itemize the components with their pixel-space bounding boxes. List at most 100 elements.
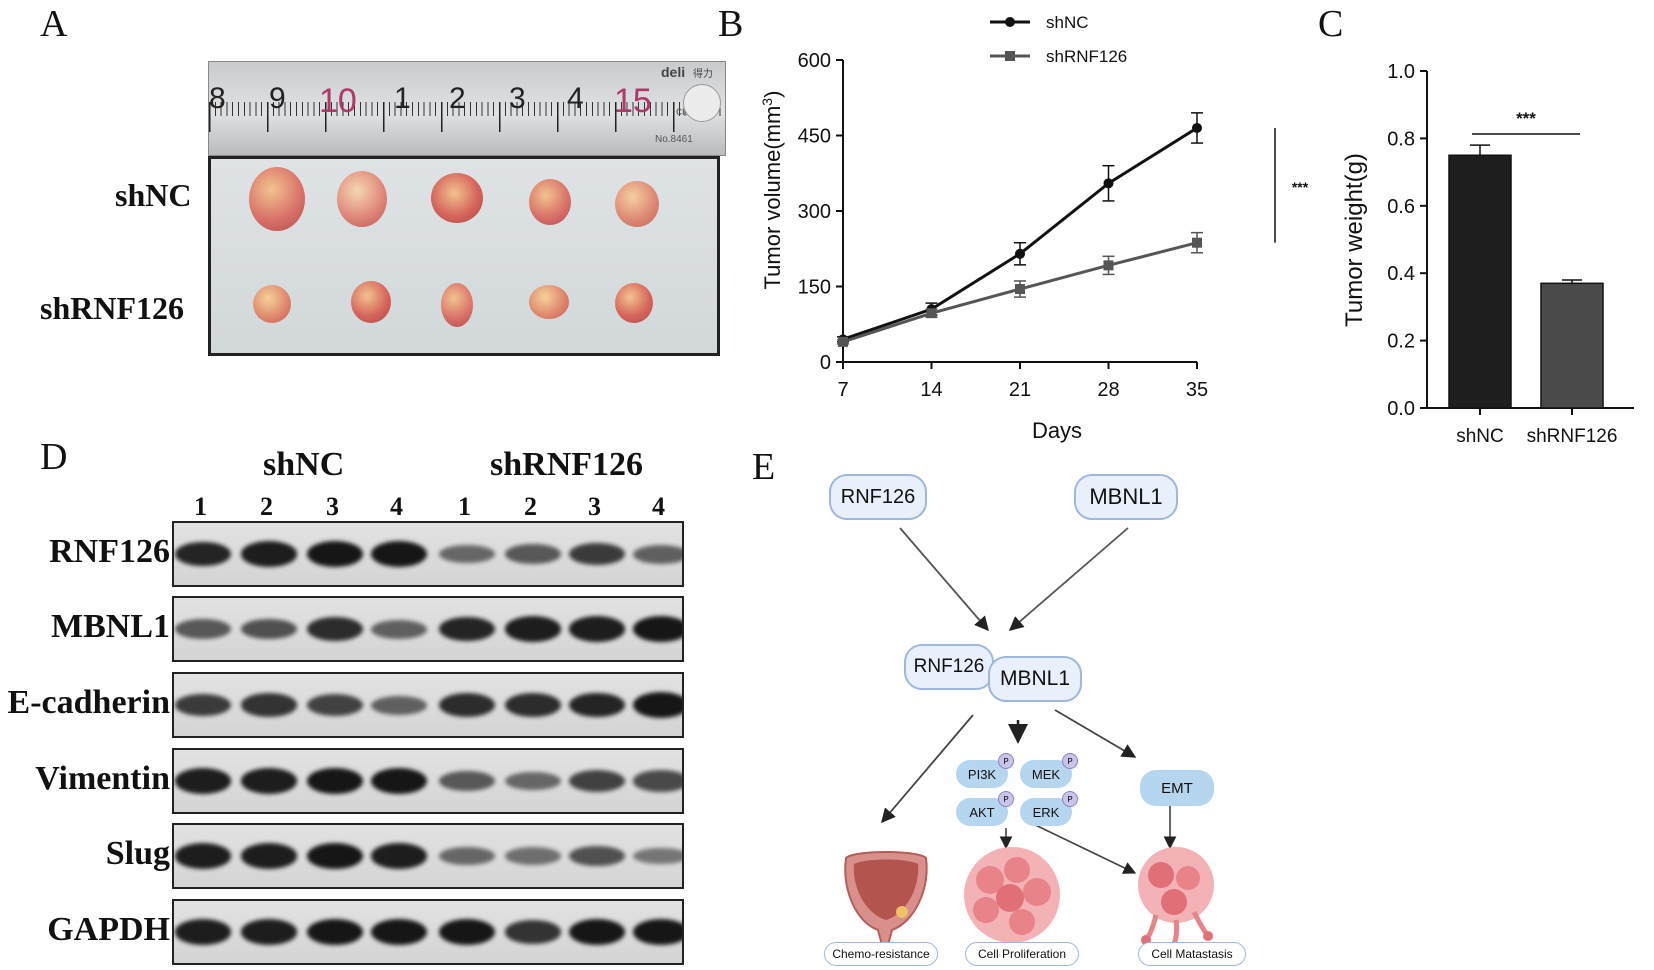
blot-band xyxy=(307,541,363,567)
blot-rnf126 xyxy=(172,521,684,587)
tumor-shrnf126-5 xyxy=(615,283,653,323)
data-point xyxy=(1192,237,1202,248)
legend-marker xyxy=(1005,17,1015,27)
blot-band xyxy=(505,544,561,564)
blot-band xyxy=(505,771,561,791)
bar-shNC xyxy=(1448,154,1512,409)
blot-band xyxy=(175,541,231,567)
y-tick-label: 300 xyxy=(798,201,831,223)
pathway-arrows xyxy=(881,527,1177,874)
data-point xyxy=(1103,178,1114,189)
y-axis-label: Tumor volume(mm3) xyxy=(759,91,785,290)
complex-rnf126: RNF126 xyxy=(904,644,994,690)
legend-label: shNC xyxy=(1046,13,1089,32)
blot-label-slug: Slug xyxy=(105,835,170,872)
lane-number: 4 xyxy=(652,492,665,521)
ruler-number: 9 xyxy=(269,82,286,115)
phospho-icon: P xyxy=(1062,753,1078,769)
cell-metastasis-illustration xyxy=(1138,847,1214,945)
cell-proliferation-illustration xyxy=(964,847,1060,943)
row-label-shnc: shNC xyxy=(115,177,192,213)
blot-label-e-cadherin: E-cadherin xyxy=(7,684,170,721)
lane-number: 3 xyxy=(326,492,339,521)
y-tick-label: 0.2 xyxy=(1387,331,1415,353)
blot-band xyxy=(569,542,625,566)
ruler-hole xyxy=(683,84,721,122)
outcome-chemoresistance: Chemo-resistance xyxy=(824,942,938,966)
tumor-tray-photo xyxy=(208,156,720,356)
blot-band xyxy=(241,768,297,794)
blot-band xyxy=(633,616,682,642)
ruler-brand: deli xyxy=(661,64,686,80)
blot-band xyxy=(241,693,297,717)
ruler-number: 10 xyxy=(319,82,357,120)
data-point xyxy=(1015,248,1025,259)
blot-band xyxy=(569,770,625,792)
blot-band xyxy=(505,920,561,944)
arrow-mbnl1-to-complex xyxy=(1008,527,1129,631)
x-tick-label: 35 xyxy=(1186,379,1208,401)
arrow-kinases-to-metastasis xyxy=(1024,819,1137,874)
blot-band xyxy=(439,846,495,866)
tumor-shnc-2 xyxy=(337,171,387,227)
tumor-volume-chart: shNC shRNF126 0 150 300 450 600 7 14 21 28 35 Tumo… xyxy=(759,13,1309,443)
tumor-shnc-3 xyxy=(431,173,483,223)
y-tick-label: 0 xyxy=(820,352,831,374)
legend-label: shRNF126 xyxy=(1046,47,1127,66)
arrow-complex-to-chemoresistance xyxy=(881,714,974,824)
complex-mbnl1: MBNL1 xyxy=(988,656,1082,702)
significance-stars: *** xyxy=(1292,179,1309,195)
lane-number: 2 xyxy=(524,492,537,521)
series-line-shNC xyxy=(842,126,1198,341)
blot-band xyxy=(505,693,561,717)
x-tick-label: 14 xyxy=(920,379,942,401)
blot-label-mbnl1: MBNL1 xyxy=(51,608,170,645)
outcome-cell-metastasis: Cell Matastasis xyxy=(1138,942,1246,966)
tumor-shrnf126-3 xyxy=(441,283,473,327)
blot-label-rnf126: RNF126 xyxy=(49,533,170,570)
y-axis-label: Tumor weight(g) xyxy=(1341,153,1368,327)
y-tick-label: 1.0 xyxy=(1387,61,1415,83)
blot-band xyxy=(371,541,427,567)
data-point xyxy=(838,336,848,347)
panel-c-letter: C xyxy=(1318,3,1344,45)
blot-band xyxy=(371,619,427,639)
lane-number: 4 xyxy=(390,492,403,521)
blot-band xyxy=(175,768,231,794)
blot-band xyxy=(307,617,363,641)
y-tick-label: 150 xyxy=(798,277,831,299)
blot-band xyxy=(439,919,495,945)
blot-band xyxy=(439,771,495,791)
blot-vimentin xyxy=(172,748,684,814)
group-label-shnc: shNC xyxy=(263,446,345,483)
blot-band xyxy=(241,919,297,945)
blot-band xyxy=(439,544,495,564)
data-point xyxy=(1015,284,1025,295)
blot-band xyxy=(175,619,231,639)
blot-band xyxy=(439,693,495,717)
ruler-number: 15 xyxy=(614,82,652,120)
y-tick-label: 0.8 xyxy=(1387,128,1415,150)
arrow-complex-to-emt xyxy=(1054,709,1137,758)
blot-band xyxy=(307,919,363,945)
y-tick-label: 450 xyxy=(798,126,831,148)
blot-band xyxy=(175,843,231,869)
blot-band xyxy=(371,843,427,869)
blot-band xyxy=(241,843,297,869)
blot-band xyxy=(371,919,427,945)
bladder-illustration xyxy=(844,851,928,946)
node-rnf126: RNF126 xyxy=(829,474,927,520)
y-tick-label: 600 xyxy=(798,50,831,72)
phospho-icon: P xyxy=(998,791,1014,807)
blot-band xyxy=(175,693,231,717)
data-point xyxy=(926,308,937,319)
node-mbnl1: MBNL1 xyxy=(1074,474,1178,520)
blot-band xyxy=(241,541,297,567)
panel-d-letter: D xyxy=(40,436,68,478)
lane-number: 2 xyxy=(260,492,273,521)
lane-number: 1 xyxy=(194,492,207,521)
blot-band xyxy=(633,770,682,792)
phospho-icon: P xyxy=(998,753,1014,769)
tumor-shnc-4 xyxy=(529,179,571,225)
blot-band xyxy=(633,692,682,718)
